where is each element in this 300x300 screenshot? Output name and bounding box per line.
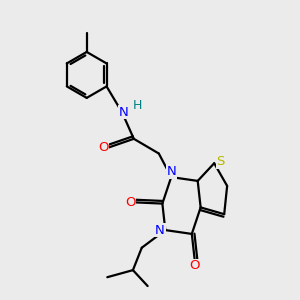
Text: N: N xyxy=(155,224,165,237)
Text: N: N xyxy=(118,106,128,119)
Text: O: O xyxy=(125,196,136,209)
Text: N: N xyxy=(166,165,176,178)
Text: O: O xyxy=(190,259,200,272)
Text: S: S xyxy=(217,155,225,168)
Text: H: H xyxy=(133,99,142,112)
Text: O: O xyxy=(98,141,109,154)
